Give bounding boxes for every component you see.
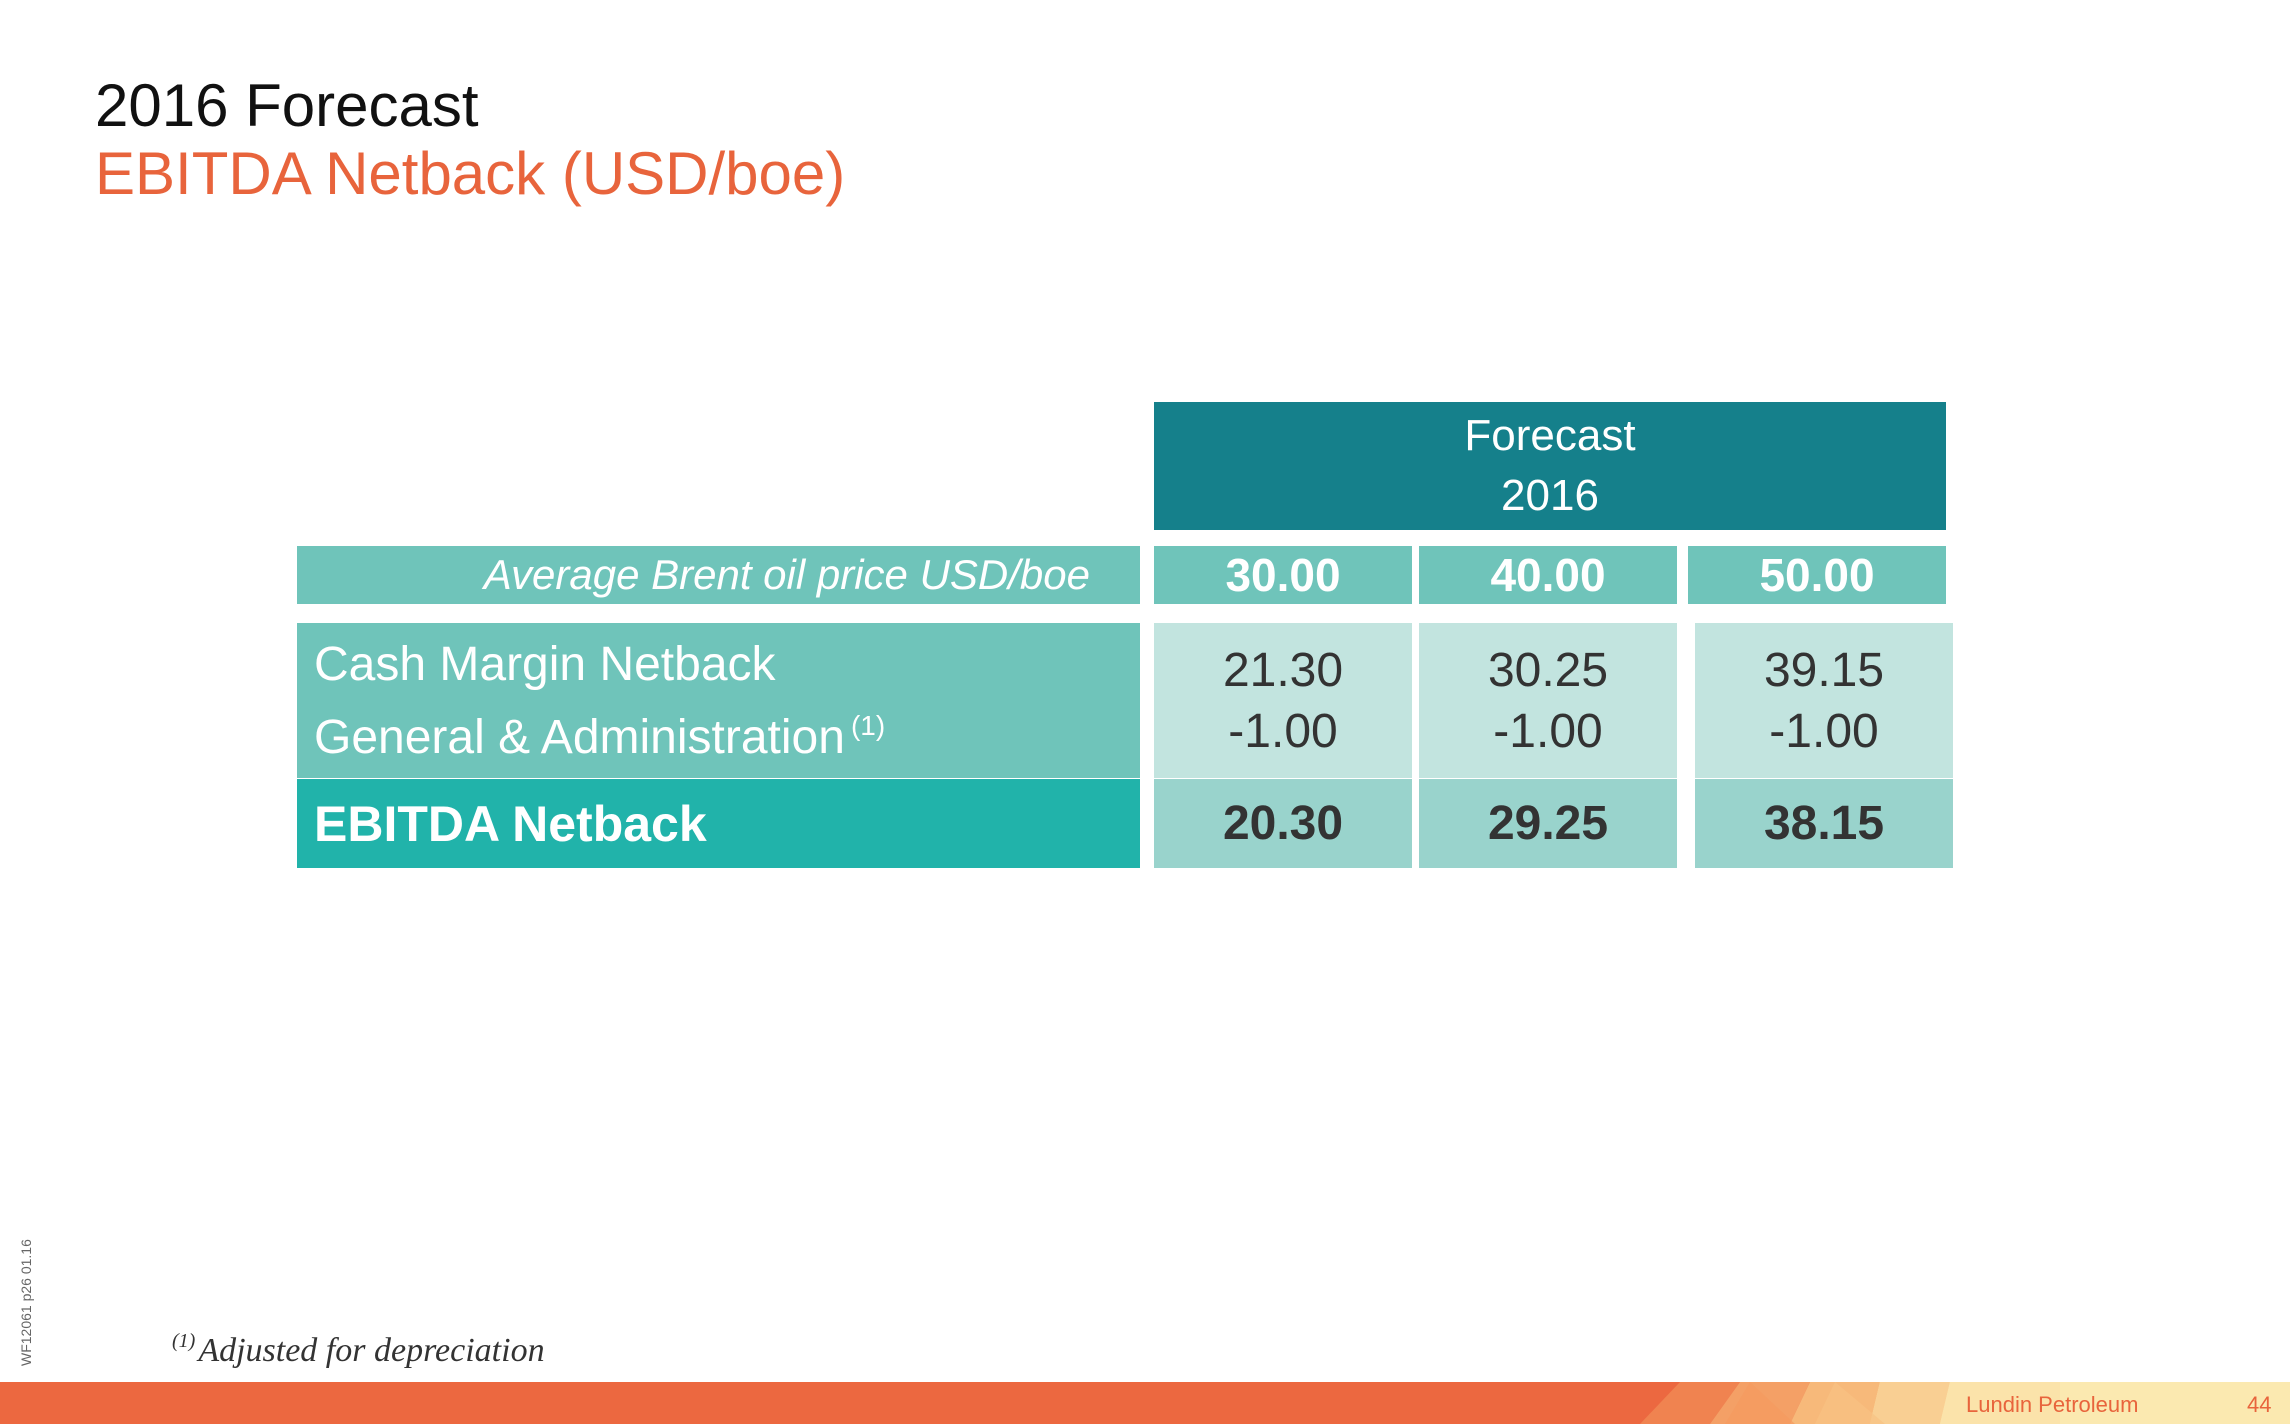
price-cell: 50.00 bbox=[1688, 546, 1946, 604]
ebitda-value: 29.25 bbox=[1419, 779, 1677, 868]
price-cell: 30.00 bbox=[1154, 546, 1412, 604]
g-and-a-label: General & Administration bbox=[314, 710, 845, 764]
netback-value-cell: 30.25 -1.00 bbox=[1419, 623, 1677, 778]
netback-value-cell: 21.30 -1.00 bbox=[1154, 623, 1412, 778]
price-cell: 40.00 bbox=[1419, 546, 1677, 604]
footnote: (1)Adjusted for depreciation bbox=[172, 1330, 545, 1370]
document-code: WF12061 p26 01.16 bbox=[18, 1239, 34, 1366]
g-and-a-value: -1.00 bbox=[1493, 704, 1603, 758]
cash-margin-value: 30.25 bbox=[1487, 643, 1609, 697]
footnote-marker: (1) bbox=[172, 1330, 196, 1352]
netback-row-labels: Cash Margin Netback General & Administra… bbox=[297, 623, 1140, 778]
g-and-a-value: -1.00 bbox=[1228, 704, 1338, 758]
ebitda-value: 38.15 bbox=[1695, 779, 1953, 868]
company-name: Lundin Petroleum bbox=[1966, 1392, 2139, 1417]
netback-value-cell: 39.15 -1.00 bbox=[1695, 623, 1953, 778]
footnote-text: Adjusted for depreciation bbox=[198, 1332, 545, 1369]
footer-bar bbox=[0, 1382, 2290, 1424]
page-subtitle: EBITDA Netback (USD/boe) bbox=[95, 140, 846, 207]
footnote-marker: (1) bbox=[850, 709, 886, 741]
ebitda-value: 20.30 bbox=[1154, 779, 1412, 868]
forecast-header: Forecast 2016 bbox=[1154, 402, 1946, 530]
footer-pattern-graphic bbox=[1640, 1382, 2060, 1424]
price-row-label: Average Brent oil price USD/boe bbox=[297, 546, 1140, 604]
page-number: 44 bbox=[2247, 1392, 2272, 1417]
ebitda-row-label: EBITDA Netback bbox=[297, 779, 1140, 868]
g-and-a-label-line: General & Administration (1) bbox=[314, 695, 885, 768]
cash-margin-value: 21.30 bbox=[1222, 643, 1344, 697]
forecast-header-label: Forecast bbox=[1464, 411, 1636, 460]
g-and-a-value: -1.00 bbox=[1769, 704, 1879, 758]
cash-margin-label: Cash Margin Netback bbox=[314, 637, 776, 691]
page-title: 2016 Forecast bbox=[95, 72, 479, 139]
cash-margin-value: 39.15 bbox=[1763, 643, 1885, 697]
forecast-header-year: 2016 bbox=[1501, 471, 1599, 520]
